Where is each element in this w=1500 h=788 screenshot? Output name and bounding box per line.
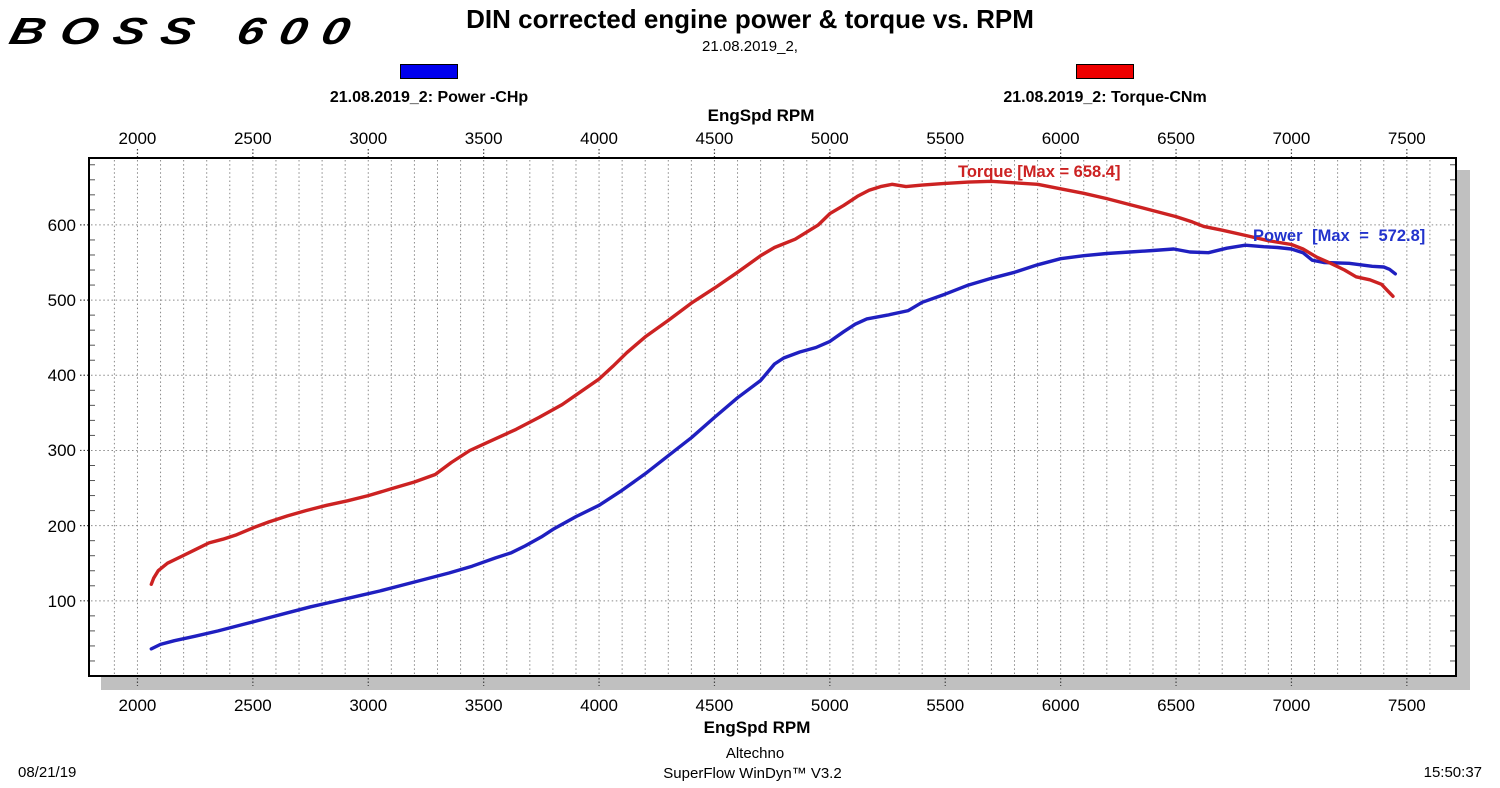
y-tick-label: 200 <box>47 516 76 536</box>
x-tick-label: 6000 <box>1041 696 1080 715</box>
page-title: DIN corrected engine power & torque vs. … <box>466 4 1034 34</box>
x-tick-label: 2500 <box>233 696 272 715</box>
top-axis-label: EngSpd RPM <box>707 106 815 125</box>
x-tick-label: 4500 <box>695 129 734 148</box>
y-tick-label: 100 <box>47 591 76 611</box>
power-legend-label: 21.08.2019_2: Power -CHp <box>329 89 529 106</box>
power-max-annotation: Power [Max = 572.8] <box>1253 227 1426 245</box>
power-curve <box>149 243 1398 651</box>
x-tick-label: 7000 <box>1272 129 1311 148</box>
x-tick-label: 2000 <box>118 696 157 715</box>
torque-legend-label: 21.08.2019_2: Torque-CNm <box>1003 89 1207 106</box>
legend-item-power: 21.08.2019_2: Power -CHp <box>299 64 559 107</box>
x-tick-label: 3500 <box>464 129 503 148</box>
legend-item-torque: 21.08.2019_2: Torque-CNm <box>975 64 1235 107</box>
x-tick-label: 4000 <box>580 129 618 148</box>
bottom-axis-label: EngSpd RPM <box>703 718 811 737</box>
x-tick-label: 3000 <box>349 129 388 148</box>
footer-facility: Altechno <box>725 745 785 762</box>
x-tick-label: 2000 <box>118 129 157 148</box>
footer-software: SuperFlow WinDyn™ V3.2 <box>663 765 842 782</box>
footer-time: 15:50:37 <box>1423 764 1482 781</box>
y-tick-label: 400 <box>47 366 76 386</box>
x-tick-label: 5500 <box>926 696 965 715</box>
x-tick-label: 3500 <box>464 696 503 715</box>
x-tick-label: 6000 <box>1041 129 1080 148</box>
x-tick-label: 4500 <box>695 696 734 715</box>
y-tick-label: 500 <box>47 291 76 311</box>
y-tick-label: 300 <box>47 441 76 461</box>
plot-border <box>88 157 1457 677</box>
x-tick-label: 5500 <box>926 129 965 148</box>
x-tick-label: 7500 <box>1387 696 1426 715</box>
x-tick-label: 4000 <box>580 696 618 715</box>
torque-legend-swatch <box>1076 64 1134 79</box>
torque-max-annotation: Torque [Max = 658.4] <box>958 163 1121 181</box>
x-tick-label: 6500 <box>1157 129 1195 148</box>
torque-curve <box>149 179 1395 586</box>
x-tick-label: 5000 <box>810 129 849 148</box>
x-tick-label: 6500 <box>1157 696 1195 715</box>
x-tick-label: 7500 <box>1387 129 1426 148</box>
page-subtitle: 21.08.2019_2, <box>702 38 798 55</box>
x-tick-label: 2500 <box>233 129 272 148</box>
x-tick-label: 7000 <box>1272 696 1311 715</box>
y-tick-label: 600 <box>47 215 76 235</box>
footer-date: 08/21/19 <box>18 764 77 781</box>
x-tick-label: 3000 <box>349 696 388 715</box>
x-tick-label: 5000 <box>810 696 849 715</box>
power-legend-swatch <box>400 64 458 79</box>
